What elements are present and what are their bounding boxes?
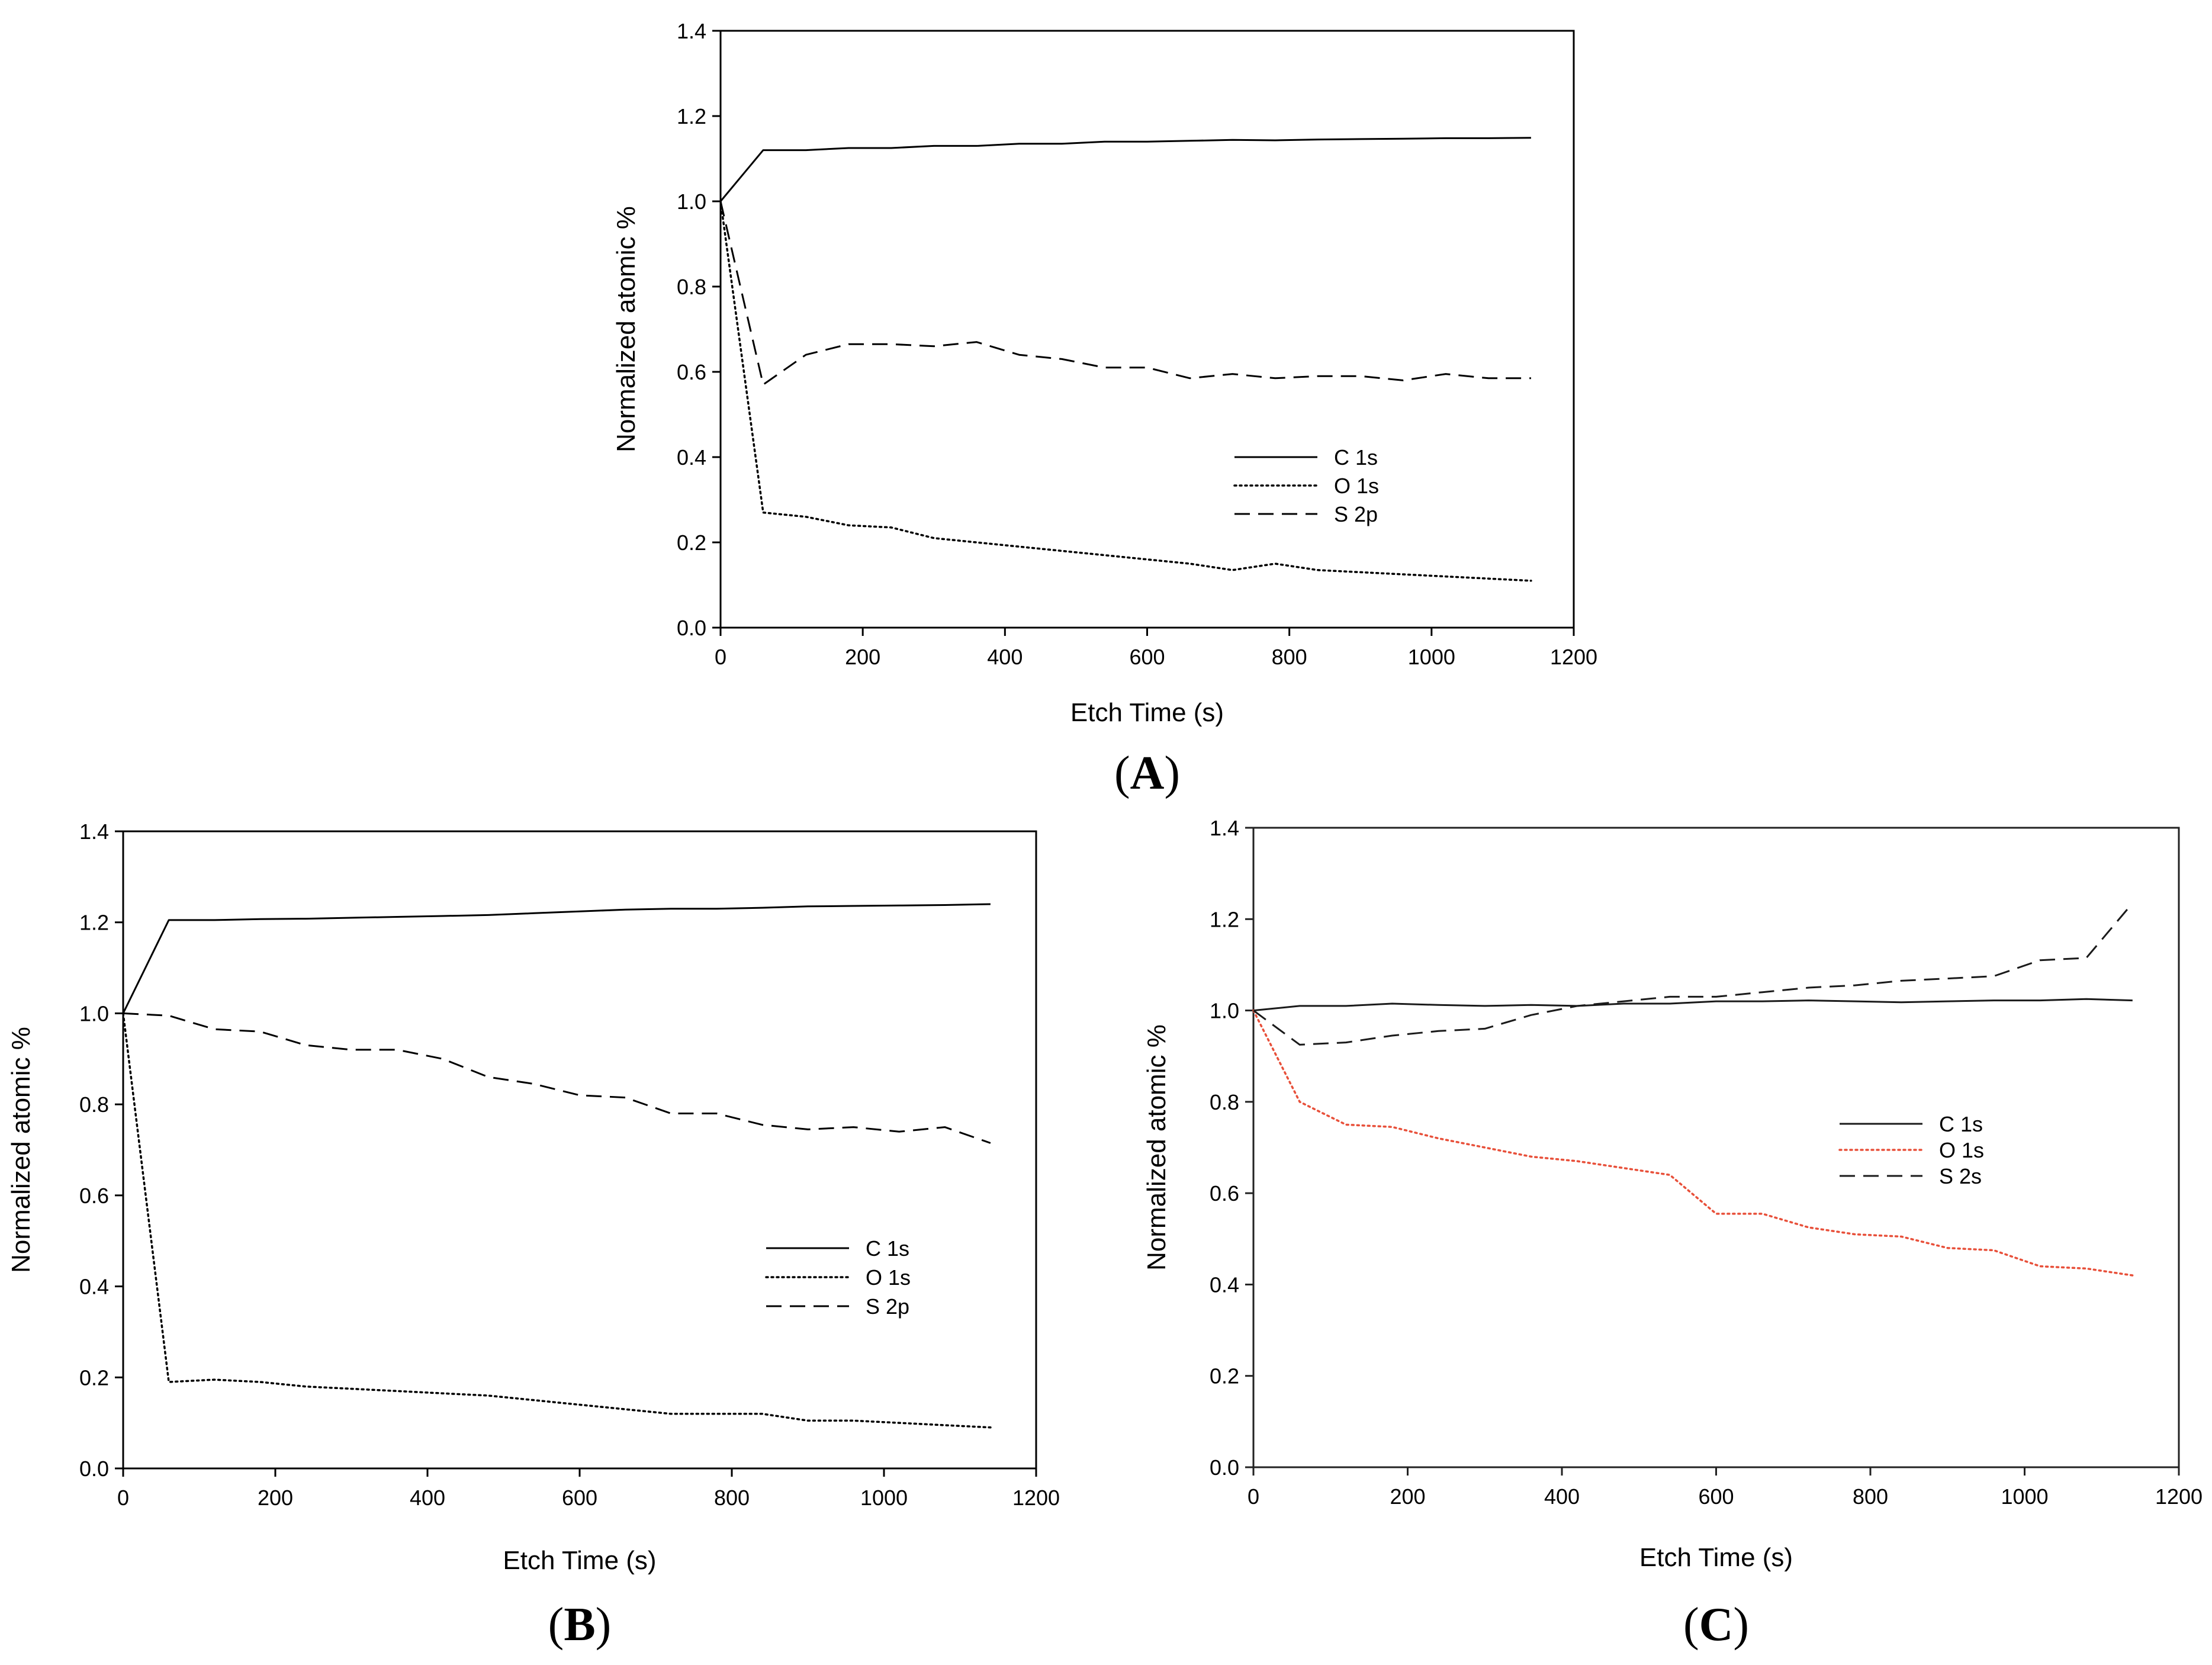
legend-label: C 1s [866, 1236, 909, 1261]
y-tick-label: 0.4 [79, 1275, 109, 1299]
series-line-s-2s [1253, 902, 2133, 1046]
panel-label-open: ( [1683, 1599, 1699, 1651]
legend-label: S 2p [866, 1294, 909, 1319]
y-axis-title: Normalized atomic % [1142, 1024, 1171, 1271]
series-line-o-1s [719, 200, 1532, 582]
x-tick-label: 0 [1248, 1484, 1259, 1509]
y-tick-label: 1.2 [79, 911, 109, 935]
series-line-o-1s [1252, 1009, 2134, 1277]
series-line-s-2p [123, 1012, 991, 1144]
chart-c: 0 200 400 600 800 1000 1200 0.0 0.2 0.4 0.6 0.8 1.0 1… [1142, 816, 2203, 1651]
x-tick-label: 1200 [1012, 1486, 1060, 1510]
y-tick-label: 0.4 [1210, 1272, 1239, 1297]
y-tick-label: 0.8 [1210, 1090, 1239, 1114]
series-line-o-1s [122, 1012, 992, 1429]
y-tick-label: 1.0 [1210, 999, 1239, 1023]
y-tick-label: 1.0 [79, 1001, 109, 1026]
legend-label: S 2s [1939, 1164, 1982, 1188]
legend-label: O 1s [1939, 1138, 1984, 1162]
y-tick-label: 0.2 [677, 531, 706, 555]
x-tick-label: 1200 [2155, 1484, 2203, 1509]
series-line-c-1s [719, 137, 1531, 202]
panel-label-letter: A [1130, 747, 1165, 799]
panel-label: (C) [1683, 1599, 1749, 1651]
panel-label-open: ( [548, 1599, 564, 1651]
y-tick-label: 0.4 [677, 445, 706, 470]
y-tick-label: 0.2 [79, 1365, 109, 1390]
x-axis-title: Etch Time (s) [1070, 698, 1224, 727]
x-tick-label: 1000 [860, 1486, 908, 1510]
panel-label: (A) [1114, 747, 1180, 799]
y-tick-label: 0.0 [677, 616, 706, 640]
x-axis-title: Etch Time (s) [503, 1546, 656, 1575]
y-tick-label: 0.8 [79, 1092, 109, 1117]
x-tick-label: 0 [715, 645, 726, 669]
y-tick-label: 0.6 [79, 1184, 109, 1208]
y-tick-label: 1.4 [79, 819, 109, 844]
y-tick-label: 0.0 [1210, 1455, 1239, 1480]
chart-b: 0 200 400 600 800 1000 1200 0.0 0.2 0.4 0.6 0.8 1.0 1… [7, 819, 1060, 1651]
x-tick-label: 1000 [1408, 645, 1455, 669]
legend-label: O 1s [866, 1265, 911, 1290]
y-tick-label: 0.6 [1210, 1181, 1239, 1206]
x-tick-label: 800 [1853, 1484, 1888, 1509]
x-tick-label: 1000 [2001, 1484, 2048, 1509]
y-axis-title: Normalized atomic % [7, 1027, 36, 1273]
x-tick-label: 600 [1129, 645, 1165, 669]
x-tick-label: 600 [1698, 1484, 1734, 1509]
y-tick-label: 1.2 [1210, 907, 1239, 931]
x-tick-label: 400 [410, 1486, 445, 1510]
x-tick-label: 0 [117, 1486, 129, 1510]
x-tick-label: 800 [714, 1486, 750, 1510]
legend-label: S 2p [1334, 502, 1378, 526]
x-tick-label: 800 [1272, 645, 1307, 669]
panel-label-open: ( [1114, 747, 1130, 799]
x-tick-label: 200 [845, 645, 880, 669]
panel-label-close: ) [596, 1599, 612, 1651]
series-line-c-1s [1253, 998, 2133, 1012]
y-tick-label: 1.4 [1210, 816, 1239, 840]
legend-label: C 1s [1939, 1112, 1983, 1136]
chart-a: 0 200 400 600 800 1000 1200 0.0 0.2 0.4 0.6 0.8 1.0 1… [612, 19, 1597, 799]
y-tick-label: 1.4 [677, 19, 706, 43]
x-tick-label: 200 [258, 1486, 293, 1510]
y-tick-label: 0.0 [79, 1457, 109, 1481]
legend-label: O 1s [1334, 474, 1379, 498]
y-tick-label: 1.2 [677, 104, 706, 128]
x-axis-title: Etch Time (s) [1639, 1543, 1793, 1572]
panel-label-close: ) [1733, 1599, 1749, 1651]
panel-label-letter: B [564, 1599, 595, 1651]
y-tick-label: 0.2 [1210, 1364, 1239, 1388]
y-tick-label: 0.6 [677, 360, 706, 384]
x-tick-label: 600 [562, 1486, 597, 1510]
x-tick-label: 400 [1544, 1484, 1580, 1509]
legend-label: C 1s [1334, 445, 1378, 470]
x-tick-label: 200 [1390, 1484, 1425, 1509]
y-tick-label: 0.8 [677, 275, 706, 299]
panel-label-letter: C [1699, 1599, 1734, 1651]
panel-label-close: ) [1164, 747, 1180, 799]
x-tick-label: 1200 [1550, 645, 1597, 669]
y-axis-title: Normalized atomic % [612, 206, 641, 452]
x-tick-label: 400 [987, 645, 1023, 669]
series-line-s-2p [719, 201, 1531, 386]
panel-label: (B) [548, 1599, 612, 1651]
y-tick-label: 1.0 [677, 189, 706, 214]
series-line-c-1s [122, 903, 991, 1014]
